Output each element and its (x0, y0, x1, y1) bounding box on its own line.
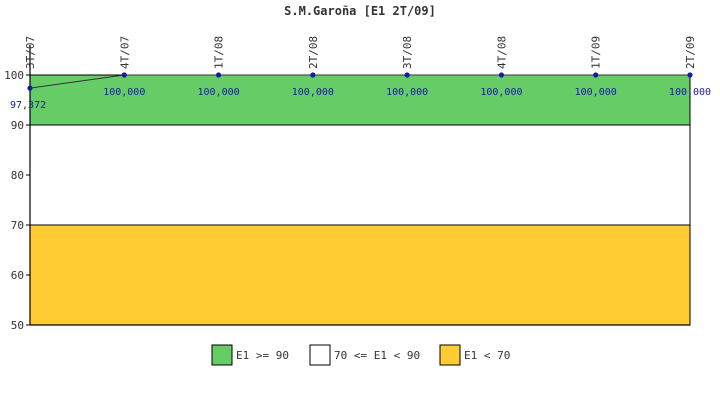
band-1 (29, 124, 691, 226)
plot-frame (29, 45, 690, 326)
data-label: 100,000 (480, 87, 522, 98)
x-tick-label: 4T/07 (118, 36, 131, 69)
data-label: 97,372 (10, 100, 46, 111)
data-point (310, 72, 316, 78)
y-tick-label: 70 (11, 219, 24, 232)
data-point (121, 72, 127, 78)
data-label: 100,000 (669, 87, 711, 98)
x-tick-label: 4T/08 (495, 36, 508, 69)
data-point (215, 72, 222, 78)
data-label: 100,000 (575, 87, 617, 98)
data-point (593, 72, 599, 78)
data-point (687, 72, 693, 78)
y-axis: 50 60 70 80 90 100 (4, 69, 30, 332)
chart-title: S.M.Garoña [E1 2T/09] (284, 4, 436, 18)
legend-label: E1 >= 90 (236, 349, 289, 362)
data-point (498, 72, 505, 78)
y-tick-label: 60 (11, 269, 24, 282)
x-axis: 3T/07 4T/07 1T/08 2T/08 3T/08 4T/08 1T/09 2T/09 (24, 36, 697, 69)
x-tick-label: 2T/08 (307, 36, 320, 69)
x-tick-label: 1T/09 (590, 36, 603, 69)
data-point (404, 72, 410, 78)
legend: E1 >= 90 70 <= E1 < 90 E1 < 70 (211, 344, 510, 366)
y-tick-label: 80 (11, 169, 24, 182)
data-label: 100,000 (292, 87, 334, 98)
x-tick-label: 3T/08 (401, 36, 414, 69)
data-point (27, 85, 33, 91)
y-tick-label: 100 (4, 69, 24, 82)
x-tick-label: 2T/09 (684, 36, 697, 69)
threshold-bands (29, 74, 691, 326)
legend-swatch (309, 344, 331, 366)
y-tick-label: 90 (11, 119, 24, 132)
legend-swatch (211, 344, 233, 366)
series-line (29, 74, 690, 89)
x-tick-label: 1T/08 (213, 36, 226, 69)
x-tick-label: 3T/07 (24, 36, 37, 69)
band-0 (29, 74, 691, 126)
legend-label: E1 < 70 (464, 349, 510, 362)
y-tick-label: 50 (11, 319, 24, 332)
legend-swatch (439, 344, 461, 366)
data-label: 100,000 (103, 87, 145, 98)
series: 97,372 100,000 100,000 100,000 100,000 100,00… (10, 72, 711, 111)
data-label: 100,000 (197, 87, 239, 98)
band-2 (29, 224, 691, 326)
legend-label: 70 <= E1 < 90 (334, 349, 420, 362)
data-label: 100,000 (386, 87, 428, 98)
